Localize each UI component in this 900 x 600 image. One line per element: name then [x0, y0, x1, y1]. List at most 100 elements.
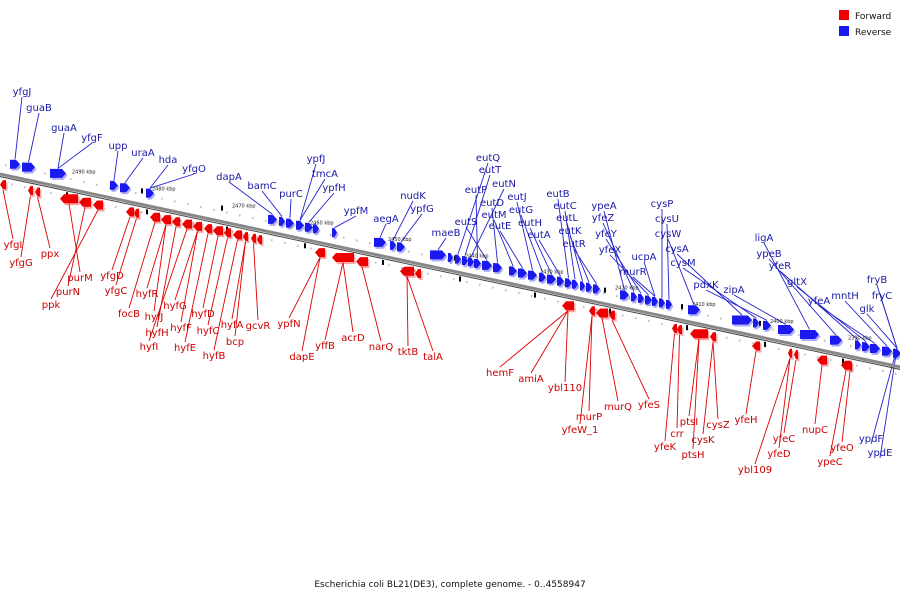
gene-label-dape: dapE — [289, 352, 314, 363]
leader-line — [783, 359, 797, 434]
gene-label-murr: murR — [619, 267, 646, 278]
gene-arrow-rev — [586, 282, 592, 292]
gene-label-yfew-1: yfeW_1 — [562, 425, 599, 436]
gene-arrow-fwd — [677, 325, 682, 335]
leader-line — [392, 200, 414, 241]
gene-arrow-rev — [296, 220, 304, 230]
leader-line — [643, 261, 656, 297]
gene-label-ppx: ppx — [41, 249, 60, 260]
gene-label-ptsh: ptsH — [682, 450, 705, 461]
tick-label: 2470 kbp — [232, 204, 256, 210]
tick-mark — [609, 308, 611, 314]
gene-arrow-rev — [778, 324, 794, 334]
gene-label-focb: focB — [118, 309, 140, 320]
gene-label-amia: amiA — [518, 374, 544, 385]
genome-caption: Escherichia coli BL21(DE3), complete gen… — [314, 580, 585, 590]
leader-line — [213, 239, 238, 351]
leader-line — [2, 189, 14, 240]
gene-arrow-fwd — [150, 212, 160, 222]
gene-label-purm: purM — [67, 273, 92, 284]
leader-line — [664, 333, 675, 442]
gene-arrow-rev — [547, 274, 556, 284]
gene-arrow-rev — [830, 335, 842, 345]
gene-arrow-fwd — [672, 324, 677, 334]
gene-arrow-fwd — [848, 361, 852, 371]
leader-line — [202, 235, 219, 309]
tick-mark — [686, 325, 688, 331]
gene-label-yfeo: yfeO — [830, 443, 854, 454]
gene-arrow-fwd — [204, 224, 212, 234]
gene-label-cysw: cysW — [655, 229, 682, 240]
gene-label-eutr: eutR — [562, 239, 585, 250]
gene-label-hyfa: hyfA — [221, 320, 244, 331]
leader-line — [289, 198, 292, 219]
gene-label-fryc: fryC — [872, 291, 893, 302]
gene-arrow-rev — [448, 253, 453, 263]
gene-arrow-rev — [518, 268, 527, 278]
leader-line — [14, 96, 23, 160]
gene-arrow-fwd — [817, 355, 827, 365]
gene-label-glk: glk — [860, 304, 875, 315]
gene-label-yfgf: yfgF — [81, 133, 103, 144]
leader-line — [557, 198, 569, 278]
gene-label-yfed: yfeD — [767, 449, 791, 460]
leader-line — [564, 210, 576, 280]
gene-arrow-rev — [620, 290, 629, 300]
leader-line — [569, 235, 590, 283]
leader-line — [601, 317, 619, 402]
gene-arrow-rev — [482, 260, 492, 270]
gene-label-cysu: cysU — [655, 214, 679, 225]
leader-line — [334, 215, 357, 229]
tick-label: 2400 kbp — [770, 319, 794, 325]
gene-label-ypfh: ypfH — [322, 183, 345, 194]
tick-label: 2420 kbp — [615, 286, 639, 292]
tick-mark — [681, 304, 683, 310]
gene-label-liga: ligA — [755, 233, 774, 244]
gene-arrow-rev — [862, 342, 870, 352]
gene-arrow-fwd — [126, 207, 134, 217]
tick-mark — [764, 341, 766, 347]
leader-line — [881, 300, 898, 349]
gene-label-dapa: dapA — [216, 172, 242, 183]
gene-arrow-rev — [882, 346, 892, 356]
gene-label-bamc: bamC — [247, 181, 276, 192]
gene-arrow-fwd — [752, 341, 760, 351]
gene-label-mnth: mntH — [831, 291, 859, 302]
legend: Forward Reverse — [839, 10, 892, 38]
leader-line — [814, 365, 823, 425]
gene-label-tmca: tmcA — [312, 169, 338, 180]
gene-label-hyfd: hyfD — [191, 309, 215, 320]
gene-arrow-fwd — [161, 215, 171, 225]
gene-label-eutt: eutT — [479, 165, 502, 176]
gene-label-ybl109: ybl109 — [738, 465, 772, 476]
leader-line — [844, 300, 888, 347]
gene-label-ypfm: ypfM — [344, 206, 368, 217]
leader-line — [115, 218, 137, 286]
leader-line — [538, 239, 561, 277]
gene-label-fryb: fryB — [867, 275, 888, 286]
leader-line — [566, 222, 583, 281]
leader-line — [573, 248, 597, 285]
gene-features — [0, 159, 900, 373]
gene-arrow-rev — [763, 320, 771, 330]
gene-arrow-rev — [732, 315, 752, 325]
leader-line — [288, 257, 321, 319]
gene-arrow-fwd — [224, 228, 231, 238]
leader-line — [754, 358, 791, 465]
leader-line — [702, 341, 714, 435]
gene-label-eutd: eutD — [480, 198, 504, 209]
gene-label-cysm: cysM — [670, 258, 695, 269]
gene-label-tala: talA — [423, 352, 443, 363]
gene-label-cysk: cysK — [691, 435, 715, 446]
gene-label-guab: guaB — [26, 103, 52, 114]
gene-arrow-rev — [509, 266, 517, 276]
gene-label-yffb: yffB — [315, 341, 335, 352]
leader-line — [231, 241, 246, 320]
gene-label-ypde: ypdE — [868, 448, 893, 459]
gene-label-cysp: cysP — [651, 199, 674, 210]
gene-arrow-rev — [374, 237, 386, 247]
tick-mark — [304, 243, 306, 249]
gene-arrow-rev — [572, 279, 578, 289]
gene-label-euts: eutS — [455, 217, 478, 228]
leader-line — [491, 207, 498, 263]
